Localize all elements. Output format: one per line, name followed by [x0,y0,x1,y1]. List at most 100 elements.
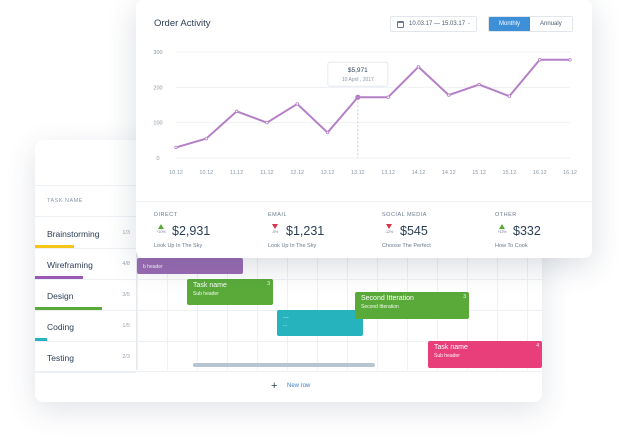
stat-desc: Look Up In The Sky [154,243,203,249]
chart-tooltip [327,61,389,87]
stat-desc: Choose The Perfect [382,243,431,249]
data-point[interactable] [325,130,330,135]
trend-percent: +10% [156,230,166,234]
task-count: 2/3 [122,354,130,360]
task-column-header: TASK NAME [35,185,136,217]
x-tick-label: 12.12 [321,170,335,176]
period-tabs: Monthly Annualy [488,16,573,32]
bar-subtitle: ... [283,322,288,328]
bar-title: Task name [434,344,468,351]
card-title: Order Activity [154,18,211,29]
trend-percent: -5% [271,230,279,234]
timeline-bar[interactable]: Task name Sub header 3 [187,279,273,305]
x-tick-label: 14.12 [412,170,426,176]
tab-monthly[interactable]: Monthly [489,17,531,31]
trend-down-icon: -5% [268,224,282,234]
order-activity-card: Order Activity 10.03.17 — 15.03.17 ⌄ Mon… [136,0,592,258]
bar-title: ... [283,313,289,320]
date-range-label: 10.03.17 — 15.03.17 [409,21,466,27]
task-progress-bar [35,307,102,310]
stat-value: $545 [400,224,428,238]
trend-up-icon: +12% [495,224,509,234]
data-point[interactable] [477,82,481,87]
x-tick-label: 11.12 [260,170,273,176]
stats-row: DIRECT +10% $2,931 Look Up In The Sky EMAIL -… [136,201,592,258]
y-tick-label: 100 [153,121,162,127]
plus-icon: + [271,380,278,392]
stat-social-media: SOCIAL MEDIA -12% $545 Choose The Perfect [382,212,431,249]
data-point[interactable] [265,120,269,125]
task-name: Brainstorming [47,229,100,239]
task-progress-bar [35,276,84,279]
x-tick-label: 12.12 [290,170,304,176]
tooltip-value: $5,971 [348,67,368,74]
data-point[interactable] [295,102,299,106]
new-row-label: New row [287,383,311,389]
task-name: Coding [47,322,74,332]
bar-number: 3 [267,281,270,287]
x-tick-label: 15.12 [472,170,486,176]
stat-value: $332 [513,224,541,238]
x-tick-label: 10.12 [199,170,213,176]
timeline-bar[interactable]: Task name Sub header 4 [428,341,542,368]
y-tick-label: 0 [156,156,159,162]
data-point[interactable] [568,58,572,62]
stat-other: OTHER +12% $332 How To Cook [495,212,541,249]
data-point[interactable] [507,94,512,98]
task-row[interactable]: Design 3/5 [35,280,136,311]
x-tick-label: 15.12 [503,170,517,176]
data-point[interactable] [355,94,361,100]
data-point[interactable] [537,58,542,62]
x-tick-label: 10.12 [169,170,183,176]
data-point[interactable] [416,65,421,69]
bar-title: Second Itteration [361,295,414,302]
tab-annualy[interactable]: Annualy [530,17,572,31]
task-name: Design [47,291,74,301]
x-tick-label: 14.12 [442,170,456,176]
horizontal-scrollbar[interactable] [193,363,375,367]
bar-number: 3 [463,294,466,300]
stat-email: EMAIL -5% $1,231 Look Up In The Sky [268,212,324,249]
task-count: 1/5 [122,323,130,329]
date-range-picker[interactable]: 10.03.17 — 15.03.17 ⌄ [390,16,477,32]
bar-title: Task name [193,282,227,289]
series-line [175,58,570,149]
bar-subtitle: Sub header [434,353,460,359]
x-tick-label: 13.12 [351,170,365,176]
task-row[interactable]: Brainstorming 1/3 [35,218,136,249]
trend-down-icon: -12% [382,224,396,234]
new-row-button[interactable]: + New row [35,371,542,402]
bar-subtitle: Sub header [193,291,219,297]
task-row[interactable]: Testing 2/3 [35,342,136,373]
timeline-bar[interactable]: b header [137,258,243,274]
column-divider [136,185,137,370]
y-tick-label: 300 [153,50,162,56]
timeline-bar[interactable]: Second Itteration Second Itteration 3 [355,292,469,319]
bar-number: 4 [536,343,539,349]
tooltip-date: 10 April , 2017 [342,77,374,83]
data-point[interactable] [386,95,390,99]
stat-desc: How To Cook [495,243,528,249]
data-point[interactable] [204,136,209,141]
task-row[interactable]: Wireframing 4/8 [35,249,136,280]
data-point[interactable] [234,109,239,114]
task-row[interactable]: Coding 1/5 [35,311,136,342]
stat-label: EMAIL [268,212,288,218]
stat-direct: DIRECT +10% $2,931 Look Up In The Sky [154,212,210,249]
task-count: 1/3 [122,230,130,236]
bar-subtitle: Second Itteration [361,304,399,310]
chevron-down-icon: ⌄ [466,20,471,26]
x-tick-label: 16.12 [563,170,577,176]
task-progress-bar [35,245,75,248]
data-point[interactable] [447,93,451,97]
bar-subtitle: b header [143,264,163,270]
timeline-bar[interactable]: ...... [277,310,363,336]
data-point[interactable] [174,145,178,150]
calendar-icon [397,21,404,28]
stat-value: $1,231 [286,224,325,238]
stat-label: SOCIAL MEDIA [382,212,427,218]
task-name: Wireframing [47,260,93,270]
stat-label: OTHER [495,212,517,218]
trend-up-icon: +10% [154,224,168,234]
trend-percent: +12% [497,230,507,234]
